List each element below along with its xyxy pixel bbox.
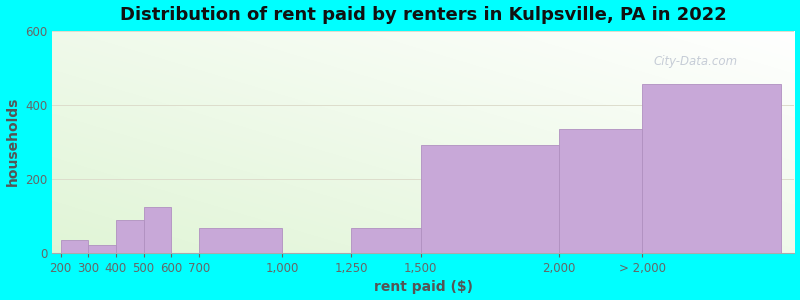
Bar (199, 228, 282, 253)
Bar (144, 207, 171, 253)
Bar (421, 146, 559, 253)
Bar (559, 129, 642, 253)
Bar (116, 220, 144, 253)
Bar (351, 228, 421, 253)
Y-axis label: households: households (6, 97, 19, 187)
Title: Distribution of rent paid by renters in Kulpsville, PA in 2022: Distribution of rent paid by renters in … (120, 6, 726, 24)
Bar (642, 84, 781, 253)
X-axis label: rent paid ($): rent paid ($) (374, 280, 473, 294)
Bar (61, 240, 88, 253)
Text: City-Data.com: City-Data.com (654, 55, 738, 68)
Bar (88, 245, 116, 253)
